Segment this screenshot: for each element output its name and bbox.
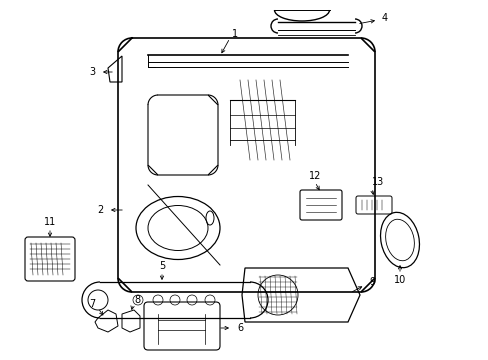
- Text: 11: 11: [44, 217, 56, 227]
- Text: 3: 3: [89, 67, 95, 77]
- Text: 5: 5: [159, 261, 165, 271]
- Text: 12: 12: [308, 171, 321, 181]
- Text: 8: 8: [134, 295, 140, 305]
- Text: 4: 4: [381, 13, 387, 23]
- Text: 9: 9: [368, 277, 374, 287]
- Text: 13: 13: [371, 177, 384, 187]
- Text: 6: 6: [237, 323, 243, 333]
- Text: 7: 7: [89, 299, 95, 309]
- Text: 1: 1: [231, 29, 238, 39]
- Text: 2: 2: [97, 205, 103, 215]
- Text: 10: 10: [393, 275, 406, 285]
